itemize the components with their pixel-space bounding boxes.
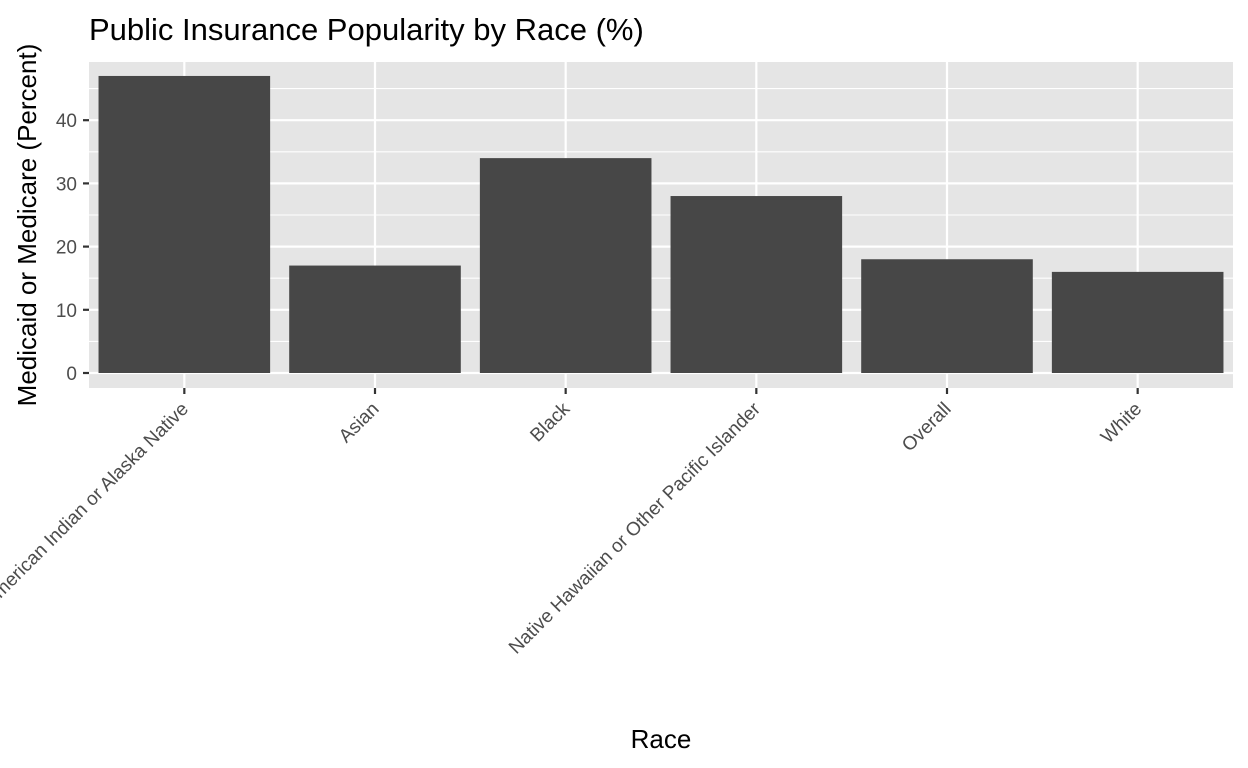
bar [670, 196, 843, 373]
x-tick-label: American Indian or Alaska Native [0, 399, 193, 612]
y-tick-label: 10 [56, 301, 77, 322]
plot-panel [89, 62, 1233, 388]
x-axis-title: Race [631, 724, 692, 754]
y-tick-label: 40 [56, 111, 77, 132]
x-axis: American Indian or Alaska Native Asian Bla… [0, 388, 1146, 658]
bars [98, 75, 1224, 374]
y-tick-label: 20 [56, 238, 77, 259]
x-tick-label: Black [526, 398, 574, 446]
bar [861, 259, 1033, 373]
bar [479, 158, 652, 373]
y-axis-title: Medicaid or Medicare (Percent) [12, 44, 42, 407]
y-tick-label: 30 [56, 174, 77, 195]
x-tick-label: White [1097, 399, 1146, 448]
bar [1051, 271, 1224, 373]
bar [98, 75, 271, 374]
chart-title: Public Insurance Popularity by Race (%) [89, 12, 644, 47]
x-tick-label: Overall [898, 399, 955, 456]
bar [289, 265, 461, 373]
x-tick-label: Asian [335, 399, 383, 447]
y-tick-label: 0 [66, 364, 77, 385]
y-axis: 0 10 20 30 40 [56, 111, 89, 385]
